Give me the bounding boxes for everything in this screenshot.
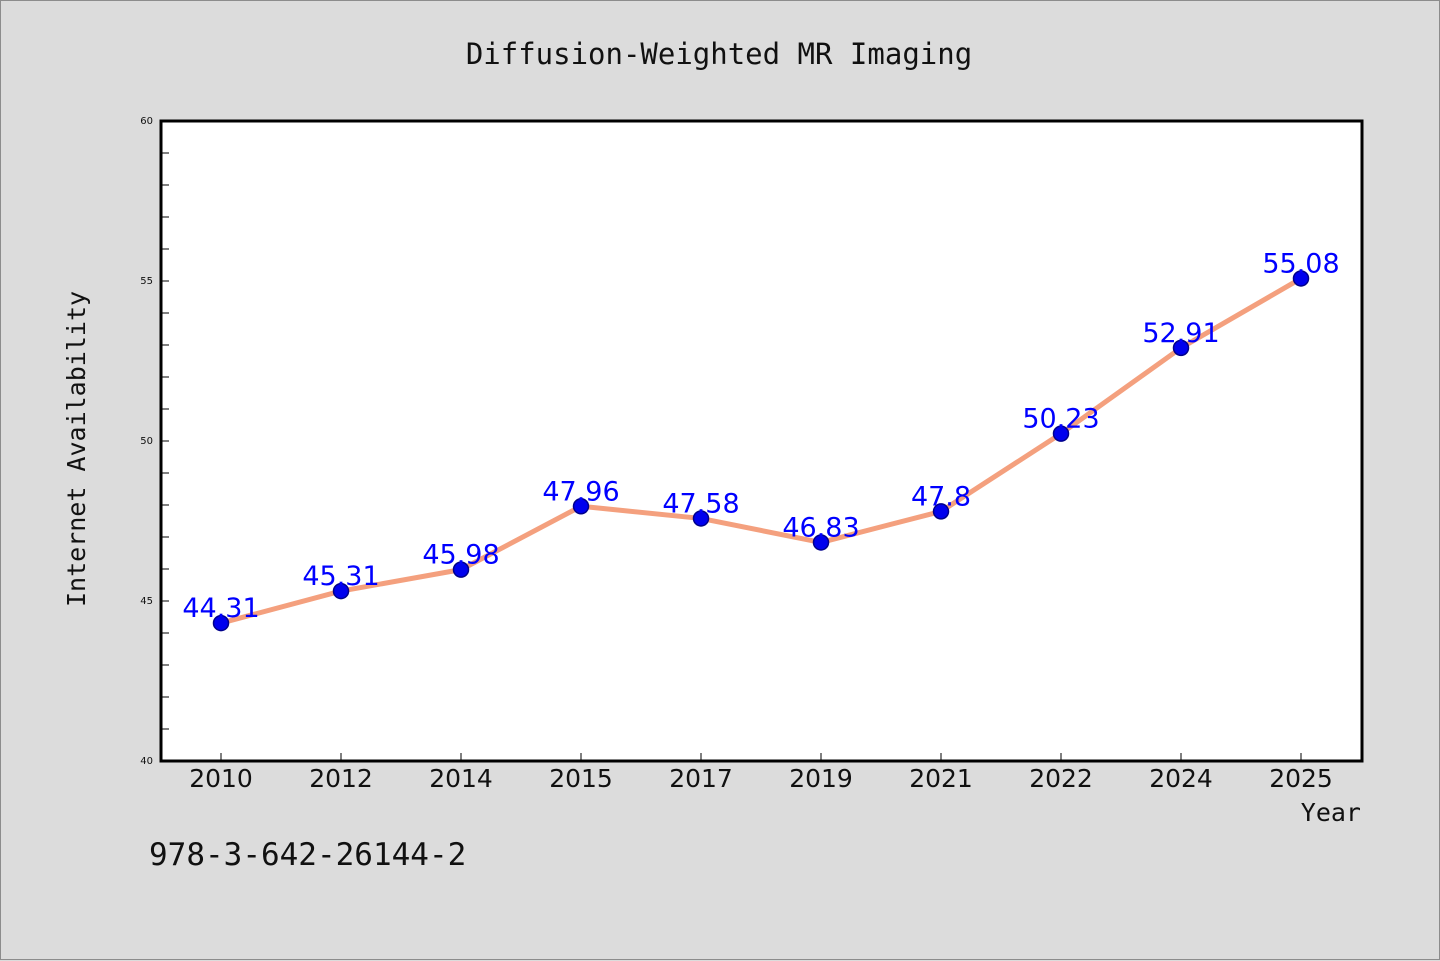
y-tick-labels: 40 45 50 55 60 (140, 116, 153, 767)
data-point (1052, 425, 1070, 442)
data-point (1292, 270, 1310, 287)
chart-title: Diffusion-Weighted MR Imaging (466, 37, 972, 71)
data-point (692, 510, 710, 527)
plot-frame (159, 119, 1364, 763)
x-tick-label: 2024 (1149, 764, 1213, 793)
data-point (932, 503, 950, 520)
data-point (812, 534, 830, 551)
data-label: 55.08 (1262, 248, 1339, 279)
data-point (1172, 339, 1190, 357)
plot-area (161, 121, 1362, 761)
data-label: 45.98 (422, 540, 499, 571)
data-label: 44.31 (182, 593, 259, 624)
x-tick-label: 2010 (189, 764, 253, 793)
data-label: 45.31 (302, 561, 379, 592)
x-tick-label: 2021 (909, 764, 973, 793)
x-tick-label: 2014 (429, 764, 493, 793)
x-tick-label: 2017 (669, 764, 733, 793)
data-point (452, 561, 470, 578)
x-tick-label: 2012 (309, 764, 373, 793)
data-label: 50.23 (1022, 404, 1099, 435)
data-point (332, 582, 350, 600)
isbn-annotation: 978-3-642-26144-2 (149, 837, 466, 873)
series-line (218, 275, 1304, 626)
data-label: 52.91 (1142, 318, 1219, 349)
y-tick-label: 45 (140, 596, 153, 607)
x-tick-label: 2015 (549, 764, 613, 793)
x-tick-label: 2025 (1269, 764, 1333, 793)
y-axis-label: Internet Availability (62, 291, 91, 607)
data-label: 47.96 (542, 476, 619, 507)
y-tick-label: 50 (140, 436, 153, 447)
x-tick-label: 2019 (789, 764, 853, 793)
data-label: 47.8 (911, 481, 971, 512)
y-tick-label: 55 (140, 276, 153, 287)
data-label: 46.83 (782, 512, 859, 543)
x-axis-label: Year (1301, 798, 1361, 827)
y-tick-label: 40 (140, 756, 153, 767)
data-point (212, 614, 230, 632)
data-label: 47.58 (662, 488, 739, 519)
y-tick-label: 60 (140, 116, 153, 127)
x-tick-label: 2022 (1029, 764, 1093, 793)
series-markers (212, 270, 1310, 632)
data-point (572, 498, 590, 515)
x-tick-labels: 2010 2012 2014 2015 2017 2019 2021 2022 2024 2025 (189, 764, 1333, 793)
data-labels: 44.31 45.31 45.98 47.96 47.58 46.83 47.8 50.23 5… (182, 248, 1339, 624)
